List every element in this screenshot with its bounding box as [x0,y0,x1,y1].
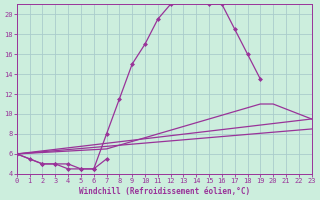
X-axis label: Windchill (Refroidissement éolien,°C): Windchill (Refroidissement éolien,°C) [79,187,250,196]
